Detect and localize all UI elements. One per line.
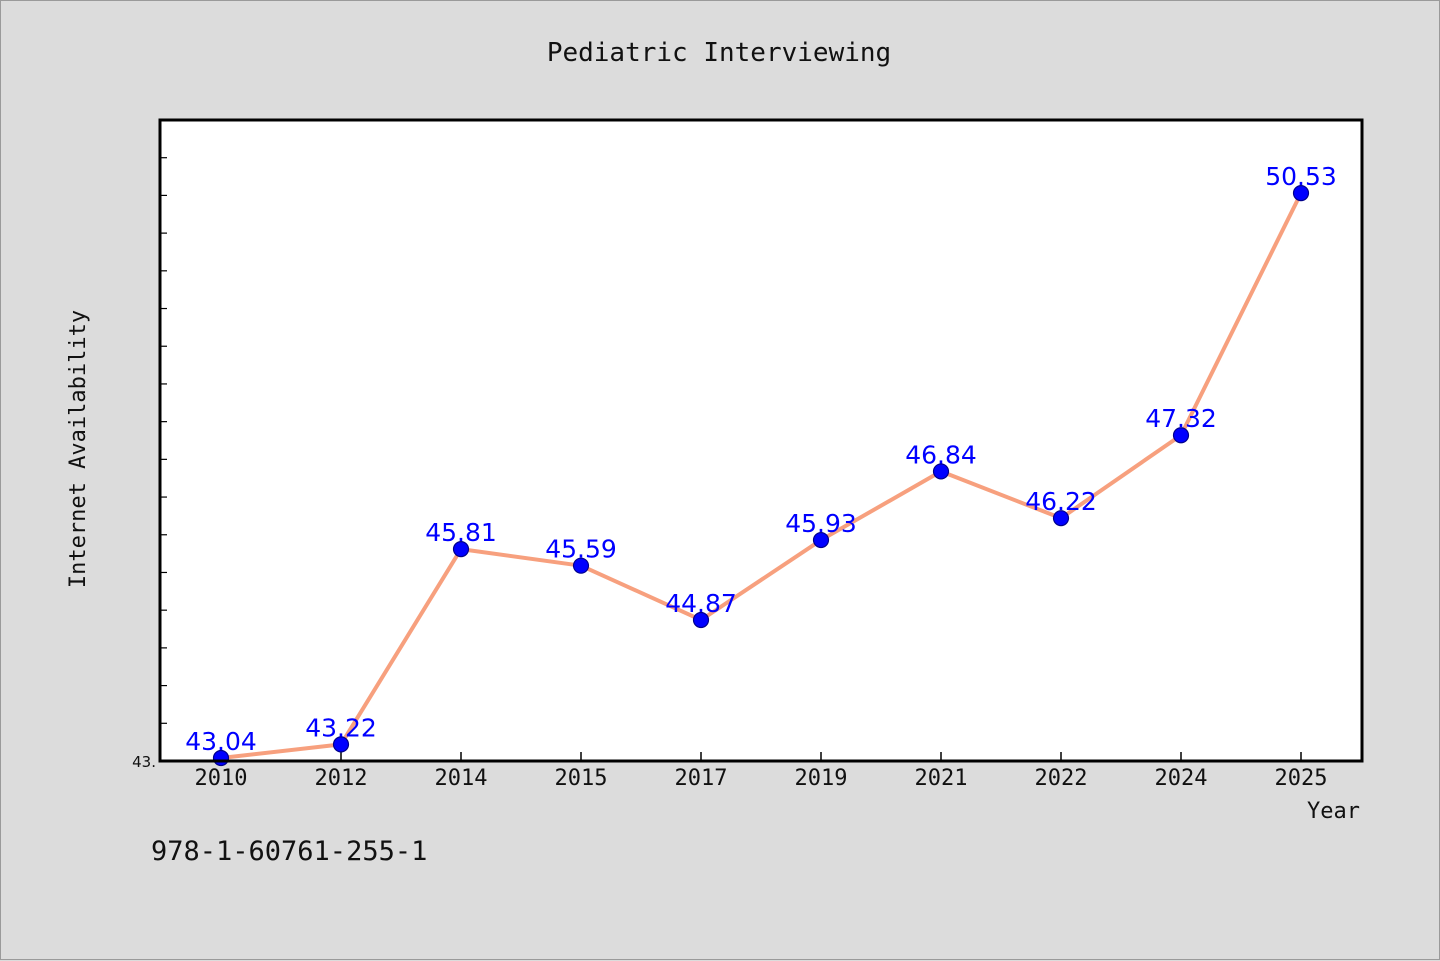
data-point	[572, 557, 590, 574]
y-axis-tick-labels: 43.	[132, 753, 156, 771]
data-point	[812, 531, 830, 549]
data-label: 46.84	[905, 440, 977, 469]
data-label: 43.22	[305, 713, 377, 742]
y-tick-label: 43.	[132, 753, 156, 771]
footer-isbn: 978-1-60761-255-1	[151, 836, 428, 867]
data-point	[1292, 185, 1310, 202]
data-label: 50.53	[1265, 162, 1337, 191]
x-axis-label: Year	[1307, 799, 1360, 824]
data-point	[1052, 510, 1070, 527]
x-axis-tick-labels: 2010 2012 2014 2015 2017 2019 2021 2022 2024 2025	[195, 766, 1328, 791]
data-labels: 43.04 43.22 45.81 45.59 44.87 45.93 46.84 46.22…	[185, 162, 1337, 756]
data-label: 43.04	[185, 727, 257, 756]
data-point	[692, 611, 710, 629]
data-label: 44.87	[665, 589, 737, 618]
data-point	[932, 463, 950, 480]
chart-title: Pediatric Interviewing	[547, 38, 891, 68]
data-point	[1172, 427, 1190, 444]
data-label: 45.93	[785, 509, 857, 538]
x-tick-label: 2022	[1035, 766, 1088, 791]
series-line	[219, 191, 1303, 760]
data-label: 46.22	[1025, 487, 1097, 516]
plot-area	[160, 120, 1362, 761]
x-tick-label: 2010	[195, 766, 248, 791]
x-tick-label: 2017	[675, 766, 728, 791]
x-tick-label: 2019	[795, 766, 848, 791]
x-tick-label: 2021	[915, 766, 968, 791]
plot-frame	[158, 118, 1364, 763]
data-label: 45.59	[545, 535, 617, 564]
x-tick-label: 2024	[1155, 766, 1208, 791]
data-point	[332, 736, 350, 753]
x-tick-label: 2015	[555, 766, 608, 791]
y-axis-label: Internet Availability	[66, 310, 91, 588]
x-tick-label: 2025	[1275, 766, 1328, 791]
x-tick-label: 2012	[315, 766, 368, 791]
data-label: 45.81	[425, 518, 497, 547]
data-point	[452, 540, 470, 558]
data-label: 47.32	[1145, 404, 1217, 433]
x-tick-label: 2014	[435, 766, 488, 791]
